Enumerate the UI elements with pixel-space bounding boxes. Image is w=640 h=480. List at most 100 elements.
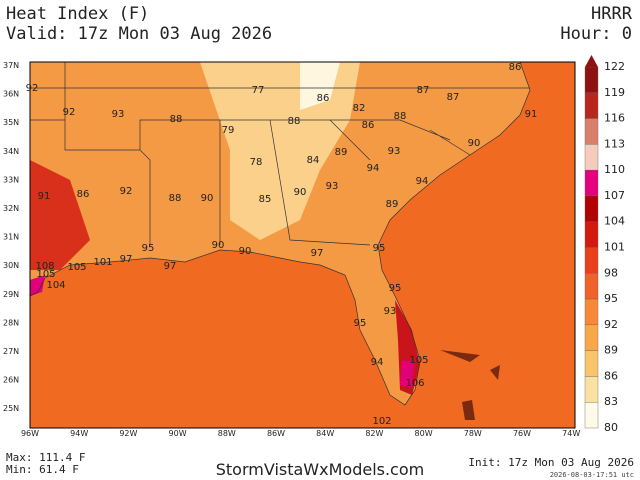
point-value: 94 xyxy=(367,163,380,174)
point-value: 91 xyxy=(38,191,51,202)
colorbar-label: 101 xyxy=(604,241,625,254)
colorbar-band xyxy=(584,66,599,93)
colorbar-band xyxy=(584,92,599,119)
lat-label: 27N xyxy=(3,347,19,356)
lat-label: 26N xyxy=(3,376,19,385)
point-value: 102 xyxy=(372,416,391,427)
colorbar-band xyxy=(584,298,599,326)
point-value: 95 xyxy=(354,318,367,329)
point-value: 90 xyxy=(294,187,307,198)
lat-label: 36N xyxy=(3,90,19,99)
colorbar-label: 95 xyxy=(604,292,618,305)
colorbar-label: 113 xyxy=(604,137,625,150)
point-value: 92 xyxy=(26,83,39,94)
map-frame xyxy=(29,61,576,429)
point-value: 105 xyxy=(67,262,86,273)
point-value: 92 xyxy=(63,107,76,118)
lon-label: 80W xyxy=(415,429,433,438)
site: StormVistaWxModels.com xyxy=(216,460,424,479)
point-value: 90 xyxy=(239,246,252,257)
map xyxy=(29,61,576,429)
point-value: 87 xyxy=(447,92,460,103)
hot-area xyxy=(30,160,90,270)
colorbar-band xyxy=(584,169,599,197)
colorbar-label: 107 xyxy=(604,189,625,202)
forecast-hour: Hour: 0 xyxy=(560,24,632,44)
point-value: 101 xyxy=(93,257,112,268)
title: Heat Index (F) xyxy=(6,4,149,24)
lat-label: 28N xyxy=(3,318,19,327)
point-value: 78 xyxy=(250,157,263,168)
lat-label: 29N xyxy=(3,290,19,299)
colorbar-band xyxy=(584,118,599,145)
lon-label: 84W xyxy=(316,429,334,438)
colorbar-band xyxy=(584,195,599,222)
lat-label: 35N xyxy=(3,118,19,127)
lat-label: 37N xyxy=(3,61,19,70)
colorbar-label: 86 xyxy=(604,369,618,382)
point-value: 88 xyxy=(288,116,301,127)
point-value: 86 xyxy=(317,93,330,104)
point-value: 86 xyxy=(362,120,375,131)
point-value: 82 xyxy=(353,103,366,114)
lat-label: 30N xyxy=(3,261,19,270)
lon-label: 78W xyxy=(464,429,482,438)
lon-label: 86W xyxy=(267,429,285,438)
point-value: 90 xyxy=(468,138,481,149)
point-value: 88 xyxy=(394,111,407,122)
point-value: 105 xyxy=(36,269,55,280)
lat-label: 34N xyxy=(3,147,19,156)
colorbar-band xyxy=(584,273,599,300)
point-value: 85 xyxy=(259,194,272,205)
point-value: 89 xyxy=(386,199,399,210)
colorbar-label: 92 xyxy=(604,318,618,331)
borders xyxy=(29,61,531,406)
point-value: 97 xyxy=(311,248,324,259)
lon-label: 94W xyxy=(70,429,88,438)
point-value: 91 xyxy=(525,109,538,120)
point-value: 108 xyxy=(35,261,54,272)
lon-label: 88W xyxy=(218,429,236,438)
point-value: 95 xyxy=(142,243,155,254)
point-value: 93 xyxy=(388,146,401,157)
islands xyxy=(440,350,500,420)
point-value: 97 xyxy=(120,254,133,265)
lat-label: 32N xyxy=(3,204,19,213)
point-value: 95 xyxy=(373,243,386,254)
lat-label: 33N xyxy=(3,175,19,184)
valid-time: Valid: 17z Mon 03 Aug 2026 xyxy=(6,24,272,44)
lon-label: 76W xyxy=(513,429,531,438)
hot-area xyxy=(30,275,45,296)
point-value: 88 xyxy=(169,193,182,204)
lat-label: 31N xyxy=(3,233,19,242)
max-value: Max: 111.4 F xyxy=(6,451,85,464)
lon-label: 90W xyxy=(169,429,187,438)
model: HRRR xyxy=(591,4,633,24)
point-value: 106 xyxy=(405,378,424,389)
hot-area xyxy=(400,360,414,388)
point-value: 94 xyxy=(416,176,429,187)
point-value: 77 xyxy=(252,85,265,96)
cool-area xyxy=(200,62,360,240)
cool-area xyxy=(300,62,340,110)
point-value: 89 xyxy=(335,147,348,158)
colorbar-label: 119 xyxy=(604,86,625,99)
colorbar-label: 80 xyxy=(604,421,618,434)
point-value: 93 xyxy=(112,109,125,120)
point-value: 88 xyxy=(170,114,183,125)
point-value: 95 xyxy=(389,283,402,294)
min-value: Min: 61.4 F xyxy=(6,463,79,476)
colorbar-label: 83 xyxy=(604,395,618,408)
colorbar-band xyxy=(584,402,599,429)
point-value: 97 xyxy=(164,261,177,272)
lat-label: 25N xyxy=(3,404,19,413)
point-value: 104 xyxy=(46,280,65,291)
point-value: 92 xyxy=(120,186,133,197)
point-value: 86 xyxy=(509,62,522,73)
point-value: 94 xyxy=(371,357,384,368)
point-value: 105 xyxy=(409,355,428,366)
lon-label: 82W xyxy=(365,429,383,438)
lon-label: 96W xyxy=(21,429,39,438)
colorbar-band xyxy=(584,376,599,403)
colorbar-label: 89 xyxy=(604,344,618,357)
